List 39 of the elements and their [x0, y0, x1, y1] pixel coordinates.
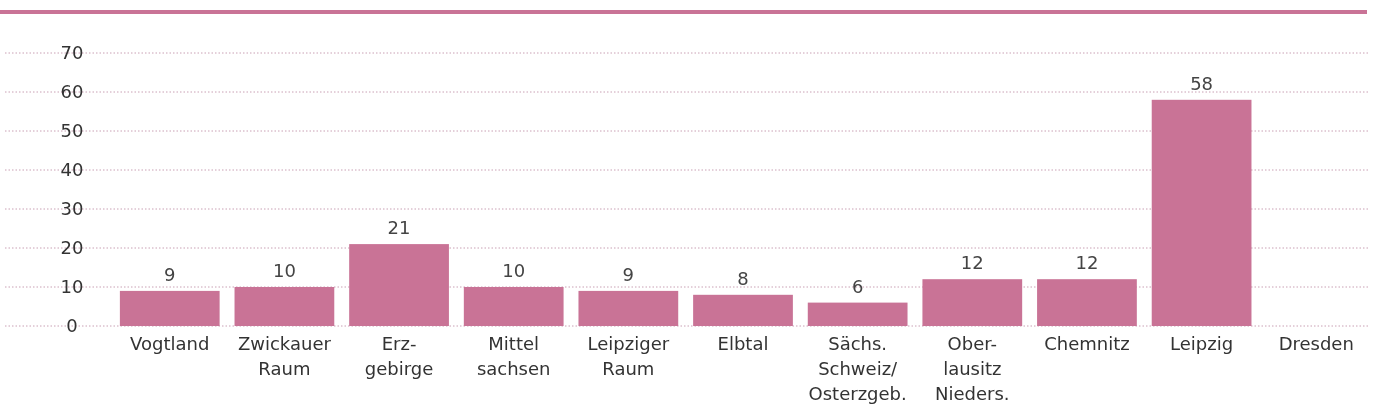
bar — [1037, 279, 1137, 326]
x-tick-label: Sächs. Schweiz/ Osterzgeb. — [808, 333, 907, 404]
y-tick-label: 0 — [66, 315, 78, 336]
x-tick-label: Zwickauer Raum — [237, 333, 332, 379]
x-tick-label: Erz- gebirge — [364, 333, 434, 379]
y-tick-label: 10 — [60, 276, 84, 297]
data-label: 8 — [737, 267, 749, 289]
y-tick-label: 50 — [60, 120, 84, 141]
data-label: 10 — [272, 260, 296, 281]
y-tick-label: 70 — [60, 42, 84, 63]
y-tick-label: 30 — [60, 198, 84, 219]
x-tick-label: Leipzig — [1170, 333, 1234, 354]
x-tick-label: Vogtland — [130, 333, 210, 354]
data-label: 9 — [164, 263, 176, 285]
x-tick-label: Dresden — [1278, 333, 1354, 354]
y-tick-label: 40 — [60, 159, 84, 180]
data-label: 9 — [622, 263, 635, 285]
data-label: 12 — [1075, 252, 1099, 274]
y-tick-label: 20 — [60, 237, 84, 258]
bar — [578, 290, 679, 326]
y-tick-label: 60 — [60, 81, 84, 102]
bar — [693, 294, 793, 326]
bar — [1151, 99, 1252, 326]
bar — [463, 287, 564, 326]
data-label: 21 — [387, 217, 411, 239]
bar — [349, 244, 449, 326]
x-tick-label: Chemnitz — [1044, 333, 1130, 354]
bar — [234, 287, 335, 326]
data-label: 10 — [502, 260, 526, 281]
bar — [119, 290, 220, 326]
data-label: 58 — [1190, 72, 1214, 94]
x-tick-label: Leipziger Raum — [587, 333, 670, 379]
x-tick-label: Mittel sachsen — [476, 333, 551, 379]
data-label: 12 — [960, 252, 984, 274]
bar — [922, 279, 1023, 326]
x-tick-label: Elbtal — [717, 333, 769, 354]
bar — [807, 302, 908, 326]
data-label: 6 — [851, 275, 864, 297]
x-tick-label: Ober- lausitz Nieders. — [935, 333, 1010, 404]
